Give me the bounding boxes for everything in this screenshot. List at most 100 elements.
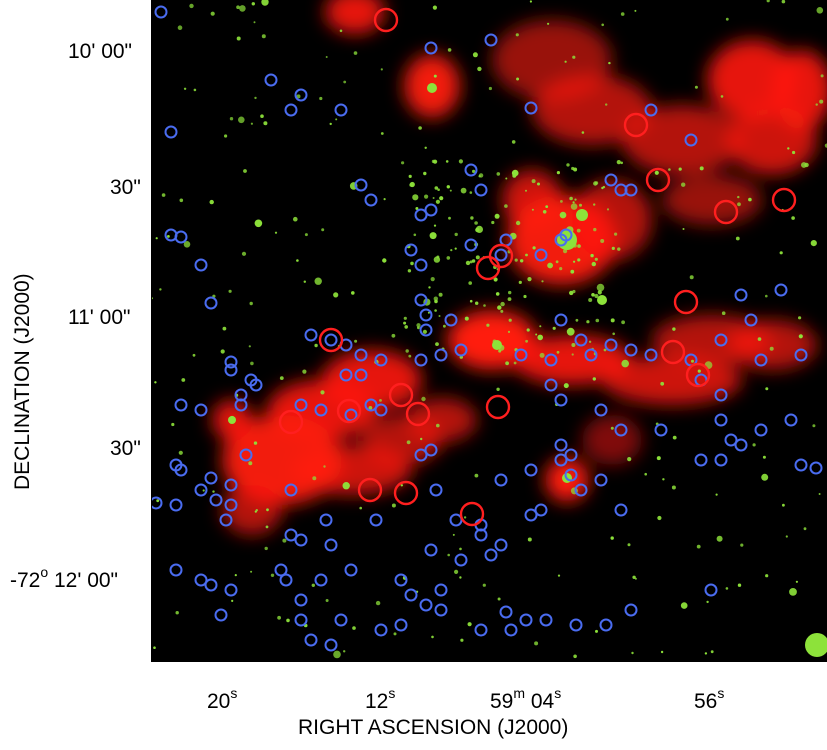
red-circle: [388, 382, 414, 408]
star: [552, 326, 556, 330]
star: [475, 301, 479, 305]
star: [672, 435, 677, 440]
star: [422, 329, 427, 334]
star: [662, 478, 665, 481]
star: [785, 535, 788, 538]
star: [588, 298, 593, 302]
star: [531, 179, 536, 184]
blue-circle: [214, 608, 228, 622]
blue-circle: [224, 355, 238, 369]
star: [375, 600, 381, 606]
star: [576, 228, 581, 233]
blue-circle: [744, 313, 758, 327]
blue-circle: [304, 328, 318, 342]
blue-circle: [614, 503, 628, 517]
star: [525, 339, 528, 343]
star: [465, 260, 471, 266]
star: [818, 493, 821, 495]
blue-circle: [569, 618, 583, 632]
star: [644, 472, 647, 476]
star: [594, 181, 599, 185]
star: [483, 304, 486, 307]
blue-circle: [604, 173, 618, 187]
star: [454, 569, 459, 575]
blue-circle: [454, 343, 468, 357]
star: [380, 68, 383, 71]
star: [459, 576, 462, 579]
blue-circle: [334, 103, 348, 117]
star: [434, 186, 439, 190]
star: [798, 316, 802, 320]
star: [762, 455, 766, 459]
star: [351, 291, 355, 295]
star: [579, 203, 582, 207]
blue-circle: [354, 178, 368, 192]
blue-circle: [714, 388, 728, 402]
nebula-emission: [212, 0, 827, 535]
star: [595, 629, 598, 633]
star: [229, 117, 234, 121]
star: [359, 506, 362, 510]
star: [202, 489, 205, 492]
star: [608, 61, 611, 65]
blue-circle: [174, 230, 188, 244]
blue-circle: [204, 471, 218, 485]
star: [353, 51, 358, 55]
star: [620, 161, 623, 165]
star: [401, 161, 405, 165]
blue-circle: [284, 528, 298, 542]
star: [573, 260, 576, 263]
star: [766, 0, 770, 3]
star: [321, 228, 325, 232]
red-circle: [357, 477, 383, 503]
blue-circle: [419, 323, 433, 337]
star: [302, 369, 307, 374]
red-circle: [673, 289, 699, 315]
star: [769, 346, 774, 351]
star: [253, 21, 256, 24]
blue-circle: [434, 603, 448, 617]
blue-circle: [474, 528, 488, 542]
star: [264, 546, 268, 551]
star: [447, 48, 452, 52]
star: [571, 353, 574, 356]
star: [812, 424, 816, 428]
star: [577, 259, 580, 262]
sky-canvas: [152, 0, 827, 659]
star: [400, 484, 403, 487]
star: [296, 259, 299, 262]
blue-circle: [784, 413, 798, 427]
star: [314, 277, 322, 285]
star: [443, 324, 446, 328]
star: [632, 575, 636, 579]
star: [697, 369, 701, 373]
star: [354, 339, 358, 343]
star: [612, 332, 615, 336]
blue-circle: [344, 563, 358, 577]
blue-circle: [574, 333, 588, 347]
blue-circle: [614, 183, 628, 197]
star: [627, 543, 631, 547]
blue-circle: [374, 353, 388, 367]
star: [413, 233, 417, 237]
star: [672, 327, 676, 331]
blue-circle: [169, 498, 183, 512]
star: [412, 194, 419, 201]
red-circle: [475, 255, 501, 281]
star: [494, 213, 500, 219]
star: [508, 290, 512, 295]
star: [513, 361, 517, 365]
star: [312, 476, 317, 481]
star: [563, 249, 568, 254]
blue-circle: [204, 578, 218, 592]
star: [320, 390, 325, 395]
blue-circle: [174, 398, 188, 412]
blue-circle: [429, 483, 443, 497]
star: [183, 241, 191, 248]
star: [737, 202, 741, 207]
star: [616, 160, 621, 165]
star: [496, 387, 500, 391]
blue-circle: [339, 368, 353, 382]
star: [155, 237, 158, 240]
star: [735, 236, 740, 241]
